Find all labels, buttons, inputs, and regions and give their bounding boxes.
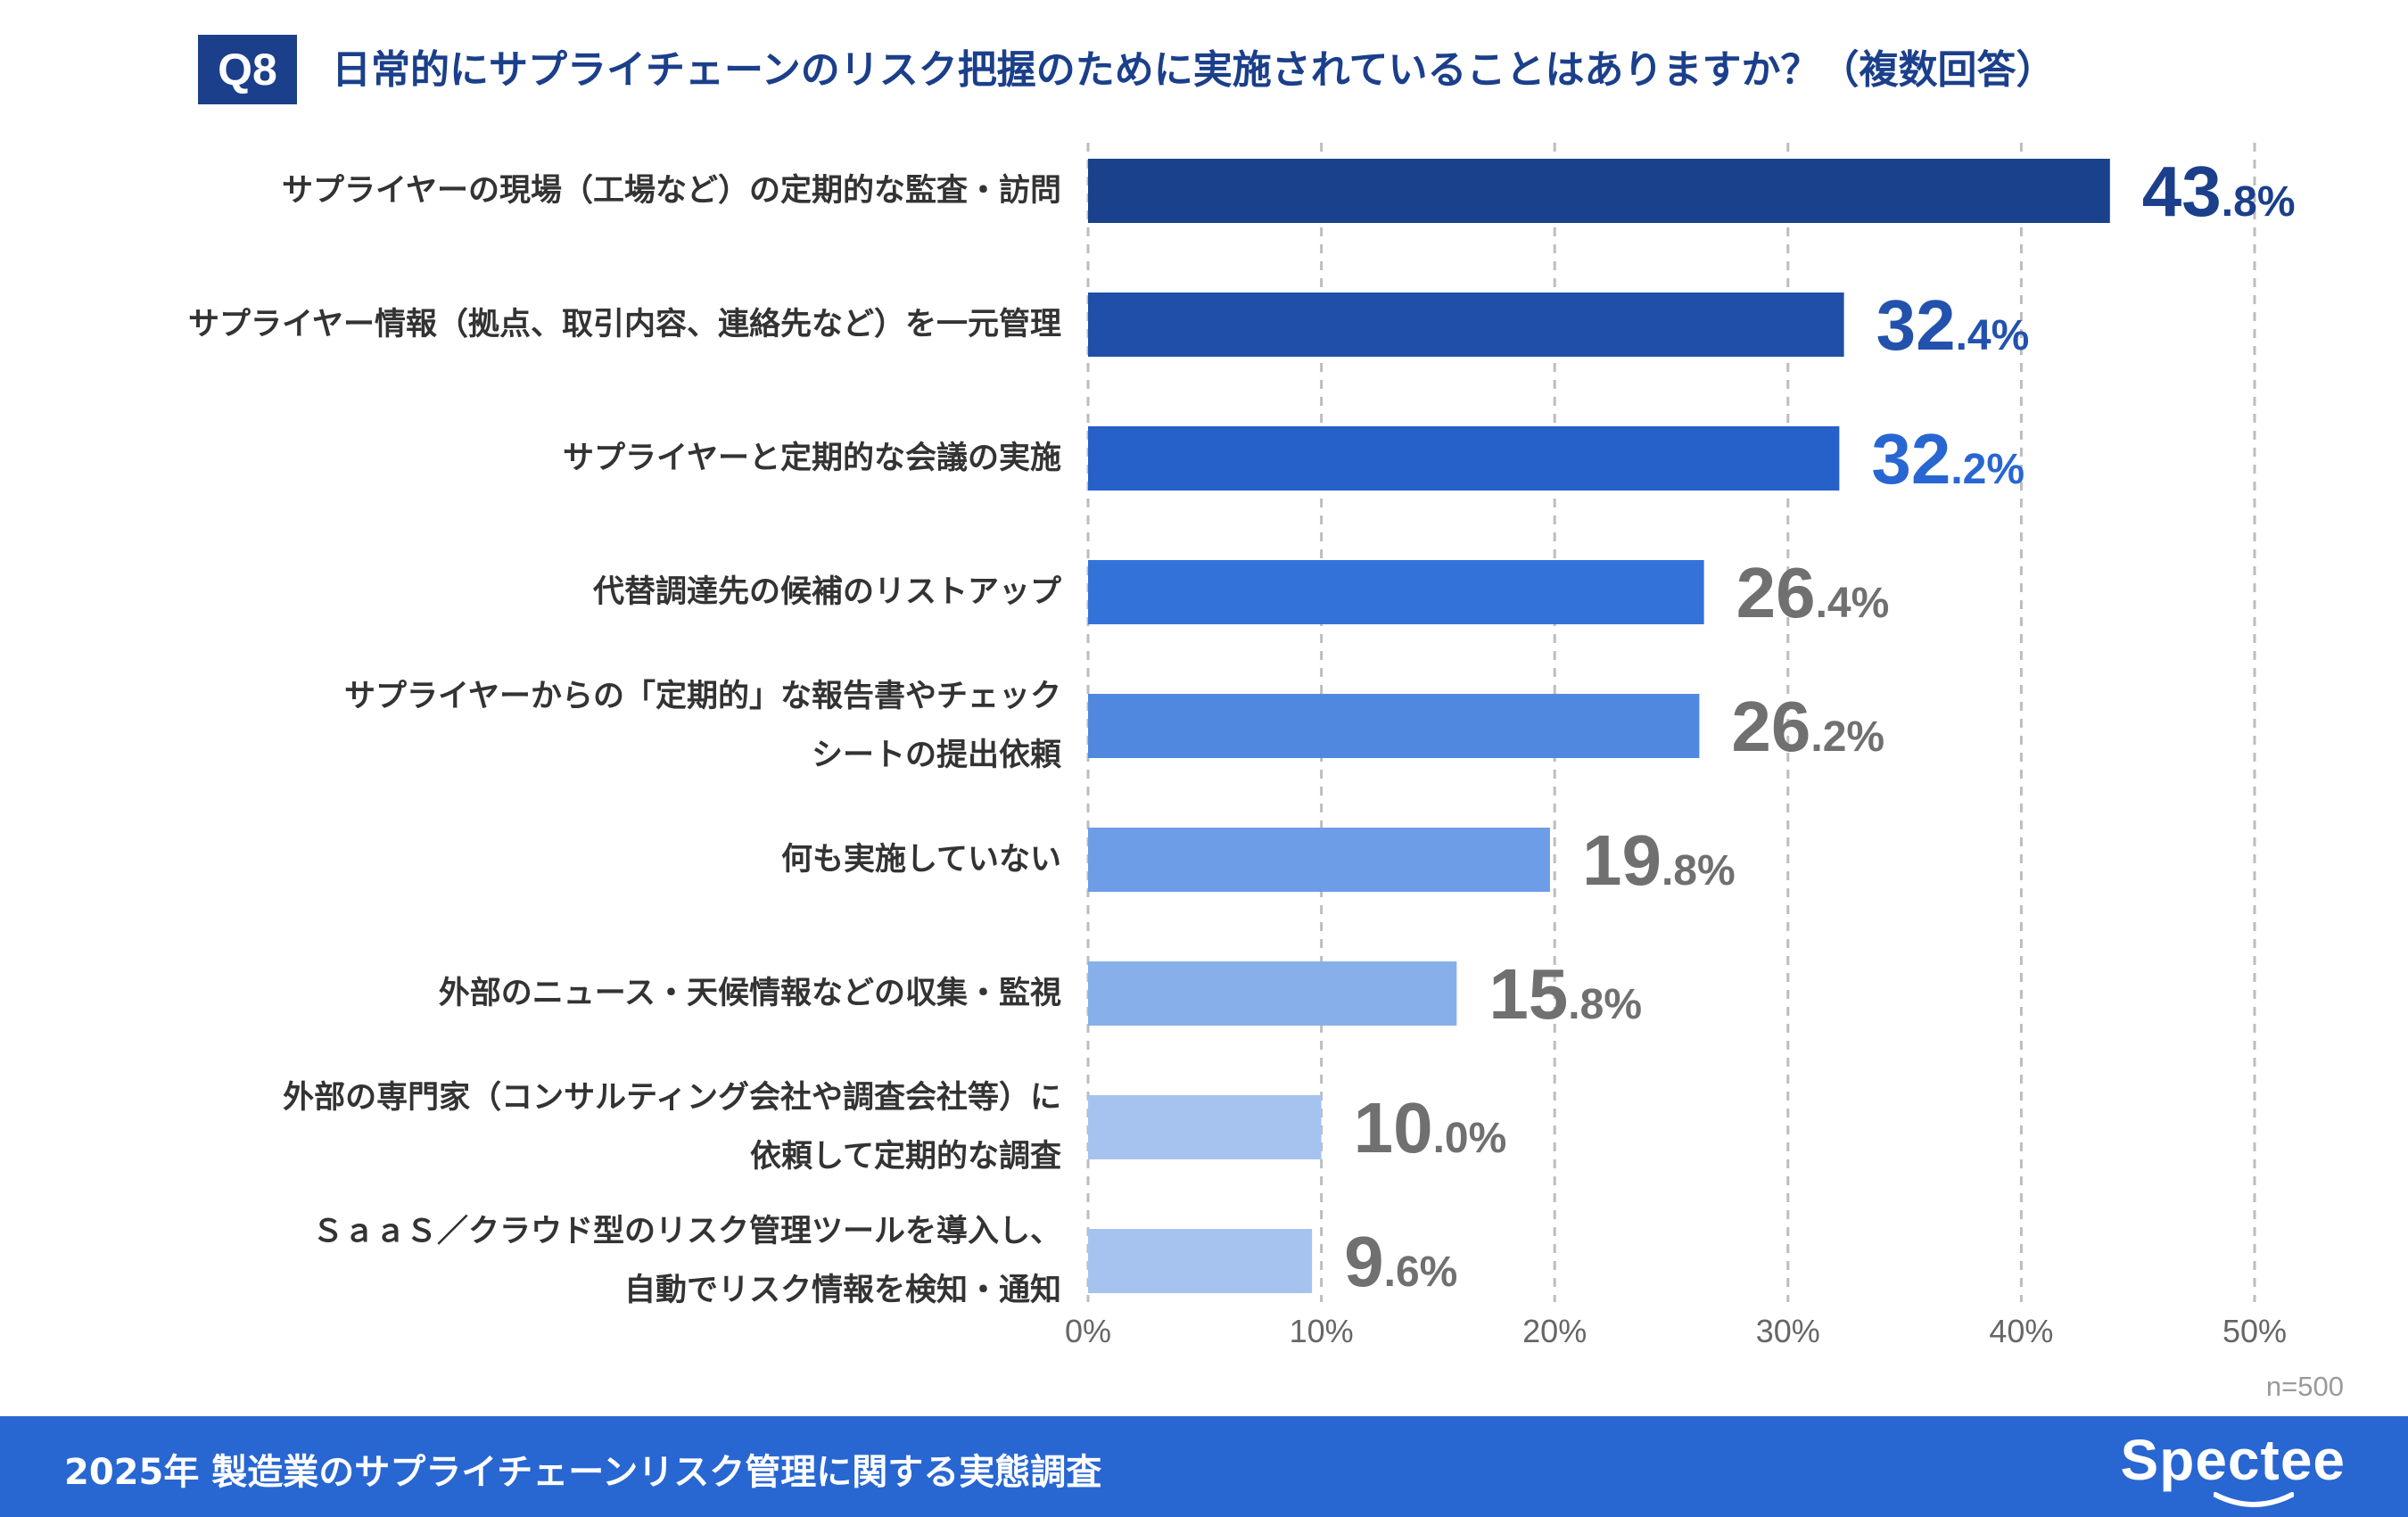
value-label: 32.4%	[1876, 290, 2030, 361]
brand-swoosh-icon	[2214, 1492, 2294, 1507]
question-title: 日常的にサプライチェーンのリスク把握のために実施されていることはありますか？（複…	[332, 47, 2056, 93]
value-label-integer: 19	[1581, 820, 1662, 900]
bar	[1088, 1229, 1313, 1293]
bar	[1088, 560, 1704, 624]
value-label-integer: 32	[1876, 285, 1956, 365]
bar	[1088, 694, 1700, 758]
category-label: サプライヤー情報（拠点、取引内容、連絡先など）を一元管理	[188, 295, 1061, 354]
category-label: ＳａａＳ／クラウド型のリスク管理ツールを導入し、自動でリスク情報を検知・通知	[312, 1202, 1061, 1320]
value-label-integer: 26	[1731, 687, 1811, 766]
category-label-line: 外部の専門家（コンサルティング会社や調査会社等）に	[283, 1080, 1061, 1116]
value-label: 43.8%	[2142, 156, 2296, 227]
value-label-decimal: .4%	[1955, 312, 2030, 359]
bar-chart	[1086, 143, 2256, 1302]
category-label-line: ＳａａＳ／クラウド型のリスク管理ツールを導入し、	[311, 1214, 1061, 1249]
category-label: 何も実施していない	[781, 830, 1061, 889]
value-label: 32.2%	[1871, 424, 2025, 495]
category-label-line: シートの提出依頼	[811, 738, 1061, 773]
value-label: 19.8%	[1582, 825, 1736, 896]
value-label: 26.2%	[1731, 691, 1884, 763]
x-tick-label: 30%	[1755, 1313, 1820, 1349]
value-label-integer: 15	[1489, 954, 1569, 1034]
category-label-line: 代替調達先の候補のリストアップ	[592, 574, 1061, 610]
footer-bar: 2025年 製造業のサプライチェーンリスク管理に関する実態調査 Spectee	[0, 1416, 2408, 1517]
value-label-decimal: .2%	[1950, 446, 2025, 493]
category-label-line: サプライヤー情報（拠点、取引内容、連絡先など）を一元管理	[188, 307, 1061, 342]
bar	[1088, 828, 1550, 892]
category-label: サプライヤーからの「定期的」な報告書やチェックシートの提出依頼	[344, 667, 1061, 785]
bar	[1088, 293, 1844, 357]
category-label: サプライヤーの現場（工場など）の定期的な監査・訪問	[282, 161, 1061, 220]
value-label-integer: 26	[1736, 553, 1816, 632]
value-label-decimal: .6%	[1383, 1249, 1458, 1296]
x-tick-label: 10%	[1289, 1313, 1354, 1349]
value-label: 10.0%	[1354, 1092, 1507, 1164]
category-label-line: 依頼して定期的な調査	[750, 1139, 1061, 1175]
bar	[1088, 159, 2110, 223]
question-badge: Q8	[198, 35, 297, 104]
value-label-decimal: .8%	[1661, 847, 1736, 895]
category-label-line: サプライヤーと定期的な会議の実施	[563, 441, 1061, 476]
footer-title: 2025年 製造業のサプライチェーンリスク管理に関する実態調査	[64, 1452, 1102, 1493]
value-label: 26.4%	[1736, 557, 1890, 629]
value-label-decimal: .8%	[2221, 178, 2296, 226]
value-label-integer: 43	[2141, 152, 2222, 231]
category-label-line: 自動でリスク情報を検知・通知	[623, 1273, 1061, 1308]
bar	[1088, 426, 1840, 491]
bar	[1088, 1095, 1322, 1159]
x-tick-label: 20%	[1522, 1313, 1587, 1349]
x-tick-label: 0%	[1064, 1313, 1112, 1349]
value-label-decimal: .0%	[1432, 1115, 1507, 1162]
brand-logo: Spectee	[2120, 1428, 2346, 1492]
value-label-decimal: .4%	[1815, 580, 1890, 627]
category-label: サプライヤーと定期的な会議の実施	[563, 429, 1061, 488]
x-tick-label: 50%	[2222, 1313, 2288, 1349]
value-label: 15.8%	[1489, 959, 1642, 1030]
value-label-integer: 9	[1344, 1222, 1384, 1301]
category-label-line: サプライヤーの現場（工場など）の定期的な監査・訪問	[282, 173, 1061, 209]
category-label-line: 何も実施していない	[781, 842, 1061, 878]
value-label-decimal: .2%	[1810, 713, 1885, 761]
category-label: 外部の専門家（コンサルティング会社や調査会社等）に依頼して定期的な調査	[283, 1068, 1061, 1186]
value-label-integer: 32	[1871, 419, 1951, 499]
value-label: 9.6%	[1344, 1226, 1457, 1298]
category-label: 外部のニュース・天候情報などの収集・監視	[439, 964, 1061, 1023]
bar	[1088, 961, 1457, 1026]
value-label-decimal: .8%	[1568, 981, 1643, 1028]
category-label: 代替調達先の候補のリストアップ	[593, 563, 1061, 622]
category-label-line: 外部のニュース・天候情報などの収集・監視	[438, 976, 1061, 1011]
value-label-integer: 10	[1353, 1088, 1433, 1167]
category-label-line: サプライヤーからの「定期的」な報告書やチェック	[344, 679, 1061, 714]
sample-size: n=500	[2265, 1371, 2344, 1402]
x-tick-label: 40%	[1989, 1313, 2054, 1349]
